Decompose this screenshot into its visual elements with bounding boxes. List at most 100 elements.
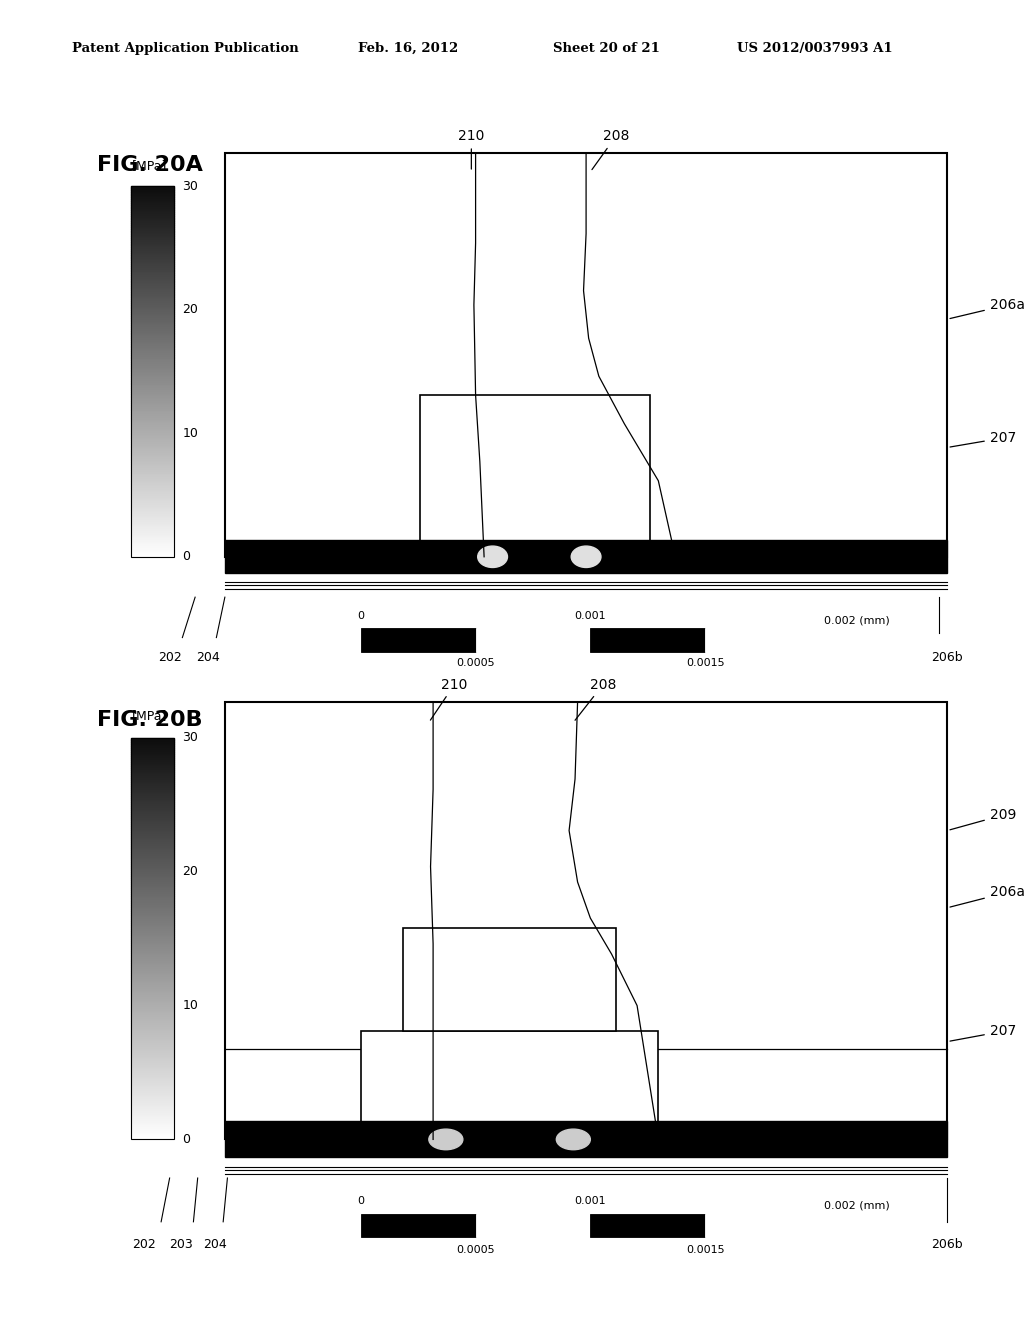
Bar [131,842,174,845]
Bar [131,259,174,260]
Bar [131,1051,174,1053]
Bar [131,474,174,475]
Bar [131,442,174,444]
Bar [131,187,174,190]
Bar [131,788,174,791]
Bar [131,545,174,548]
Text: 30: 30 [182,180,199,193]
Bar [131,524,174,525]
Bar [131,1123,174,1126]
Bar [131,845,174,846]
Bar [131,416,174,417]
Ellipse shape [556,1129,590,1150]
Text: US 2012/0037993 A1: US 2012/0037993 A1 [737,42,893,55]
Bar [131,455,174,457]
Text: 204: 204 [203,1238,226,1250]
Bar [131,1117,174,1119]
Bar [131,319,174,321]
Bar [131,1122,174,1123]
Bar [131,446,174,447]
Bar [131,1023,174,1026]
Bar [131,521,174,524]
Bar [131,488,174,490]
Bar [131,504,174,507]
Bar [131,1130,174,1131]
Bar [131,302,174,305]
Bar [131,246,174,247]
Bar [131,186,174,187]
Bar [131,249,174,251]
Bar [131,486,174,488]
Bar [131,939,174,941]
Text: 210: 210 [430,677,468,721]
Bar [131,965,174,966]
Bar [131,1115,174,1117]
Bar [131,342,174,343]
Bar [131,900,174,903]
Bar [131,928,174,931]
Text: 0.0005: 0.0005 [457,659,495,668]
Bar [131,808,174,810]
Bar [131,862,174,865]
Bar [131,1084,174,1085]
Bar [131,244,174,246]
Bar [131,935,174,937]
Bar [131,1069,174,1071]
Bar [131,738,174,741]
Bar [131,284,174,286]
Bar [131,826,174,828]
Bar [131,494,174,495]
Bar [131,368,174,370]
Bar [131,286,174,288]
Bar [131,255,174,256]
Bar [131,895,174,896]
Bar [225,1122,947,1158]
Bar [131,251,174,253]
Bar [131,397,174,399]
Bar [131,492,174,494]
Bar [360,1031,658,1139]
Bar [131,892,174,895]
Bar [131,352,174,355]
Bar [131,954,174,957]
Bar [131,768,174,770]
Bar [131,796,174,799]
Bar [131,896,174,899]
Bar [131,516,174,517]
Bar [131,764,174,766]
Bar [131,543,174,544]
Bar [131,772,174,774]
Text: 10: 10 [182,999,199,1012]
Bar [225,540,947,573]
Bar [131,973,174,974]
Bar [131,511,174,512]
Bar [131,983,174,985]
Bar [131,461,174,462]
Bar [131,425,174,428]
Bar [131,891,174,892]
Bar [131,999,174,1001]
Bar [131,275,174,277]
Bar [131,301,174,302]
Bar [131,977,174,979]
Bar [706,1214,820,1237]
Bar [131,533,174,535]
Bar [131,1092,174,1093]
Bar [131,781,174,784]
Bar [131,420,174,421]
Bar [131,752,174,754]
Bar [131,260,174,263]
Bar [131,1049,174,1051]
Bar [131,804,174,807]
Ellipse shape [571,546,601,568]
Bar [131,231,174,232]
Text: 0: 0 [357,611,365,620]
Bar [131,437,174,438]
Bar [131,1126,174,1127]
Bar [420,395,650,557]
Bar [131,770,174,772]
Bar [131,1138,174,1139]
Bar [131,293,174,296]
Bar [403,928,615,1031]
Bar [131,269,174,272]
